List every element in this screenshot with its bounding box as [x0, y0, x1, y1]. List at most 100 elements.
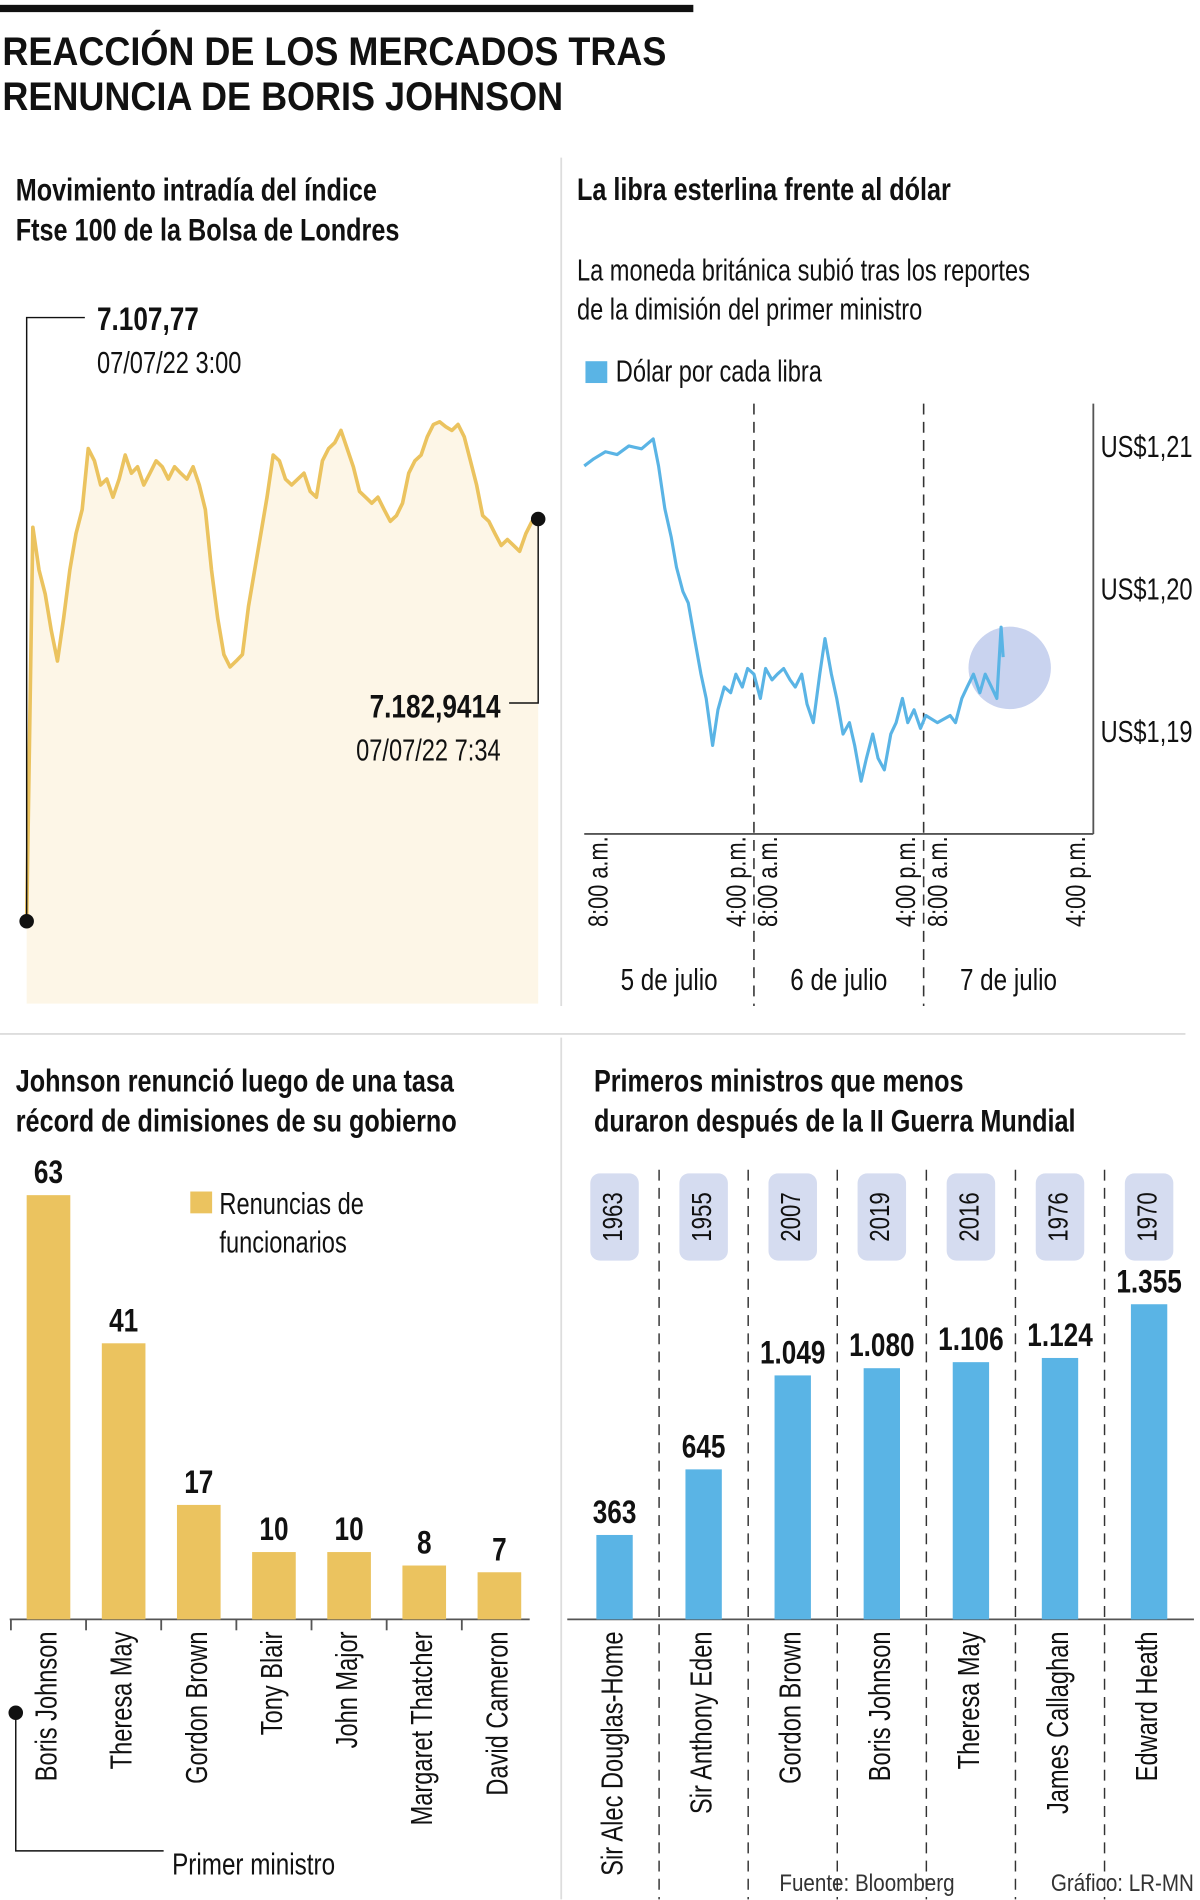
line [583, 437, 1005, 783]
annotation-time: 07/07/22 7:34 [356, 733, 500, 768]
x-tick-label: Boris Johnson [862, 1632, 897, 1782]
bar [1130, 1304, 1168, 1620]
x-tick-label: David Cameron [480, 1632, 515, 1796]
chart-title: La libra esterlina frente al dólar [577, 172, 951, 207]
value-label: 8 [417, 1525, 432, 1561]
chart-title: Primeros ministros que menos duraron des… [594, 1063, 1076, 1138]
top-bar [0, 4, 694, 13]
text-line: de la dimisión del primer ministro [577, 292, 922, 327]
day-label: 6 de julio [790, 962, 887, 996]
value-label: 1.080 [849, 1328, 914, 1364]
year-badge [768, 1173, 817, 1261]
text-line: Primeros ministros que menos [594, 1063, 971, 1098]
value-label: 7 [492, 1532, 507, 1568]
value-label: 1.124 [1027, 1317, 1093, 1353]
value-label: 1.106 [938, 1321, 1003, 1357]
bar [952, 1362, 990, 1620]
bar [252, 1552, 296, 1620]
text-line: La moneda británica subió tras los repor… [577, 253, 1037, 288]
annotation-value: 7.182,9414 [370, 689, 501, 725]
text-line: funcionarios [219, 1225, 346, 1260]
bar [101, 1343, 146, 1620]
leader-line [509, 518, 539, 704]
legend-label: Dólar por cada libra [616, 353, 823, 388]
text-line: REACCIÓN DE LOS MERCADOS TRAS [2, 28, 676, 74]
legend-swatch [190, 1191, 213, 1214]
text-line: récord de dimisiones de su gobierno [16, 1103, 457, 1138]
bar [402, 1565, 447, 1620]
chart-title: Movimiento intradía del índice Ftse 100 … [16, 172, 400, 247]
value-label: 363 [593, 1494, 637, 1530]
legend-swatch [585, 361, 608, 384]
year-label: 2019 [865, 1192, 896, 1242]
x-tick-label: 4:00 p.m. [721, 836, 752, 927]
y-tick-label: US$1,21 [1101, 429, 1193, 464]
x-tick-label: 4:00 p.m. [891, 836, 922, 927]
x-tick-label: Margaret Thatcher [404, 1632, 439, 1826]
bar [596, 1534, 633, 1620]
year-badge [857, 1173, 907, 1261]
value-label: 1.355 [1116, 1264, 1181, 1300]
value-label: 41 [109, 1303, 138, 1339]
x-tick-label: Boris Johnson [29, 1632, 64, 1782]
bar [176, 1504, 221, 1620]
day-label: 5 de julio [621, 962, 718, 996]
x-tick-label: John Major [329, 1632, 364, 1749]
year-label: 2007 [776, 1192, 807, 1242]
text-line: Movimiento intradía del índice [16, 172, 384, 207]
source: Fuente: Bloomberg [779, 1870, 954, 1897]
legend-label: Renuncias de funcionarios [219, 1186, 370, 1259]
value-label: 645 [682, 1429, 726, 1465]
day-label: 7 de julio [960, 962, 1057, 996]
x-tick-label: Tony Blair [254, 1632, 289, 1736]
x-tick-label: 4:00 p.m. [1060, 836, 1091, 927]
x-tick-label: Sir Alec Douglas-Home [595, 1632, 630, 1876]
text-line: RENUNCIA DE BORIS JOHNSON [2, 75, 563, 119]
year-label: 1955 [687, 1192, 718, 1242]
text-line: Ftse 100 de la Bolsa de Londres [16, 212, 400, 247]
bar [685, 1469, 722, 1620]
line [24, 420, 539, 922]
subtitle: La moneda británica subió tras los repor… [577, 253, 1037, 326]
annotation-time: 07/07/22 3:00 [97, 345, 241, 380]
year-badge [1035, 1173, 1085, 1261]
text-line: Johnson renunció luego de una tasa [16, 1063, 461, 1098]
text-line: Renuncias de [219, 1186, 370, 1221]
text-line: duraron después de la II Guerra Mundial [594, 1103, 1076, 1138]
value-label: 10 [335, 1511, 364, 1547]
bar [477, 1572, 522, 1620]
x-tick-label: 8:00 a.m. [922, 836, 953, 927]
y-tick-label: US$1,19 [1101, 714, 1193, 749]
x-tick-label: Gordon Brown [773, 1632, 808, 1784]
x-tick-label: Theresa May [951, 1631, 986, 1769]
leader-dot [8, 1705, 24, 1720]
year-label: 1970 [1132, 1192, 1163, 1242]
value-label: 10 [259, 1511, 288, 1547]
leader-line [25, 316, 85, 922]
year-label: 1976 [1043, 1192, 1074, 1242]
year-label: 1963 [598, 1192, 629, 1242]
bar [863, 1368, 900, 1620]
year-badge [679, 1173, 728, 1261]
leader-line [15, 1712, 164, 1852]
x-tick-label: James Callaghan [1040, 1632, 1075, 1815]
point [19, 913, 34, 929]
x-tick-label: Edward Heath [1129, 1632, 1164, 1782]
x-axis-label: Primer ministro [172, 1847, 335, 1881]
value-label: 17 [184, 1464, 213, 1500]
year-badge [590, 1173, 639, 1261]
bar [1041, 1357, 1079, 1620]
x-tick-label: 8:00 a.m. [753, 836, 784, 927]
y-tick-label: US$1,20 [1101, 572, 1193, 607]
year-badge [1124, 1173, 1174, 1261]
year-label: 2016 [954, 1192, 985, 1242]
x-tick-label: Gordon Brown [179, 1632, 214, 1784]
year-badge [946, 1173, 996, 1261]
page-title: REACCIÓN DE LOS MERCADOS TRAS RENUNCIA D… [2, 28, 676, 119]
credit: Gráfico: LR-MN [1051, 1870, 1194, 1897]
x-tick-label: 8:00 a.m. [583, 836, 614, 927]
value-label: 63 [34, 1154, 63, 1190]
x-tick-label: Theresa May [104, 1631, 139, 1769]
